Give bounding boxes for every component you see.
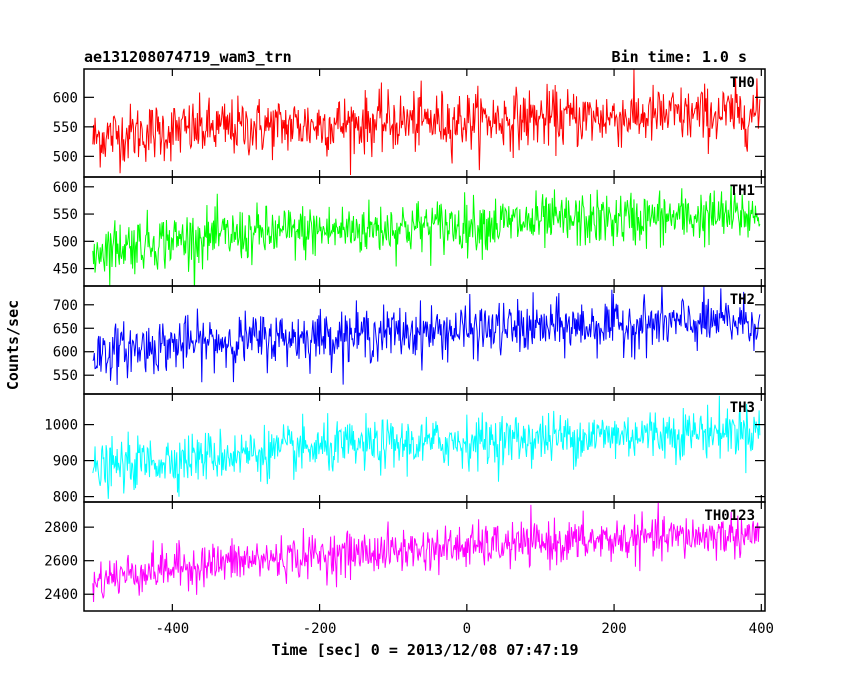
y-tick-label-th3: 1000 [44, 418, 78, 434]
panel-th0123: 2400 2600 2800 TH0123 [44, 501, 766, 612]
x-tick-label: 200 [601, 621, 626, 637]
panel-label-th1: TH1 [730, 183, 755, 199]
y-axis-title: Counts/sec [4, 300, 22, 390]
series-line-th1 [92, 184, 761, 286]
y-tick-label-th2: 700 [53, 298, 78, 314]
y-tick-label-th2: 550 [53, 368, 78, 384]
x-axis-title: Time [sec] 0 = 2013/12/08 07:47:19 [271, 641, 578, 659]
y-tick-label-th0123: 2800 [44, 520, 78, 536]
panel-label-th0: TH0 [730, 75, 755, 91]
y-tick-label-th1: 550 [53, 207, 78, 223]
series-line-th0 [92, 69, 761, 176]
y-tick-label-th0: 600 [53, 90, 78, 106]
x-tick-label: 0 [463, 621, 471, 637]
y-tick-label-th1: 600 [53, 180, 78, 196]
series-line-th3 [92, 395, 761, 499]
x-tick-label: 400 [749, 621, 774, 637]
y-tick-label-th0123: 2600 [44, 554, 78, 570]
x-axis: -400 -200 0 200 400 [155, 621, 773, 637]
bin-time-label: Bin time: 1.0 s [612, 48, 747, 66]
y-tick-label-th0: 500 [53, 149, 78, 165]
series-line-th2 [92, 286, 761, 385]
y-tick-label-th0: 550 [53, 120, 78, 136]
y-tick-label-th3: 800 [53, 490, 78, 506]
panels-group: 500 550 600 TH0 450 500 550 600 TH1 550 600 650 700 T… [44, 68, 766, 612]
plot-title: ae131208074719_wam3_trn [84, 48, 292, 66]
y-tick-label-th2: 600 [53, 345, 78, 361]
y-tick-label-th3: 900 [53, 454, 78, 470]
panel-th3: 800 900 1000 TH3 [44, 393, 766, 506]
x-tick-label: -200 [303, 621, 337, 637]
panel-th0: 500 550 600 TH0 [53, 68, 766, 178]
y-tick-label-th2: 650 [53, 321, 78, 337]
panel-label-th2: TH2 [730, 292, 755, 308]
y-tick-label-th1: 500 [53, 234, 78, 250]
x-tick-label: -400 [155, 621, 189, 637]
panel-label-th0123: TH0123 [704, 508, 755, 524]
y-tick-label-th1: 450 [53, 262, 78, 278]
y-tick-label-th0123: 2400 [44, 587, 78, 603]
series-line-th0123 [92, 502, 761, 603]
panel-frame-th0123 [83, 501, 766, 612]
panel-label-th3: TH3 [730, 400, 755, 416]
panel-th1: 450 500 550 600 TH1 [53, 176, 766, 287]
panel-th2: 550 600 650 700 TH2 [53, 285, 766, 395]
